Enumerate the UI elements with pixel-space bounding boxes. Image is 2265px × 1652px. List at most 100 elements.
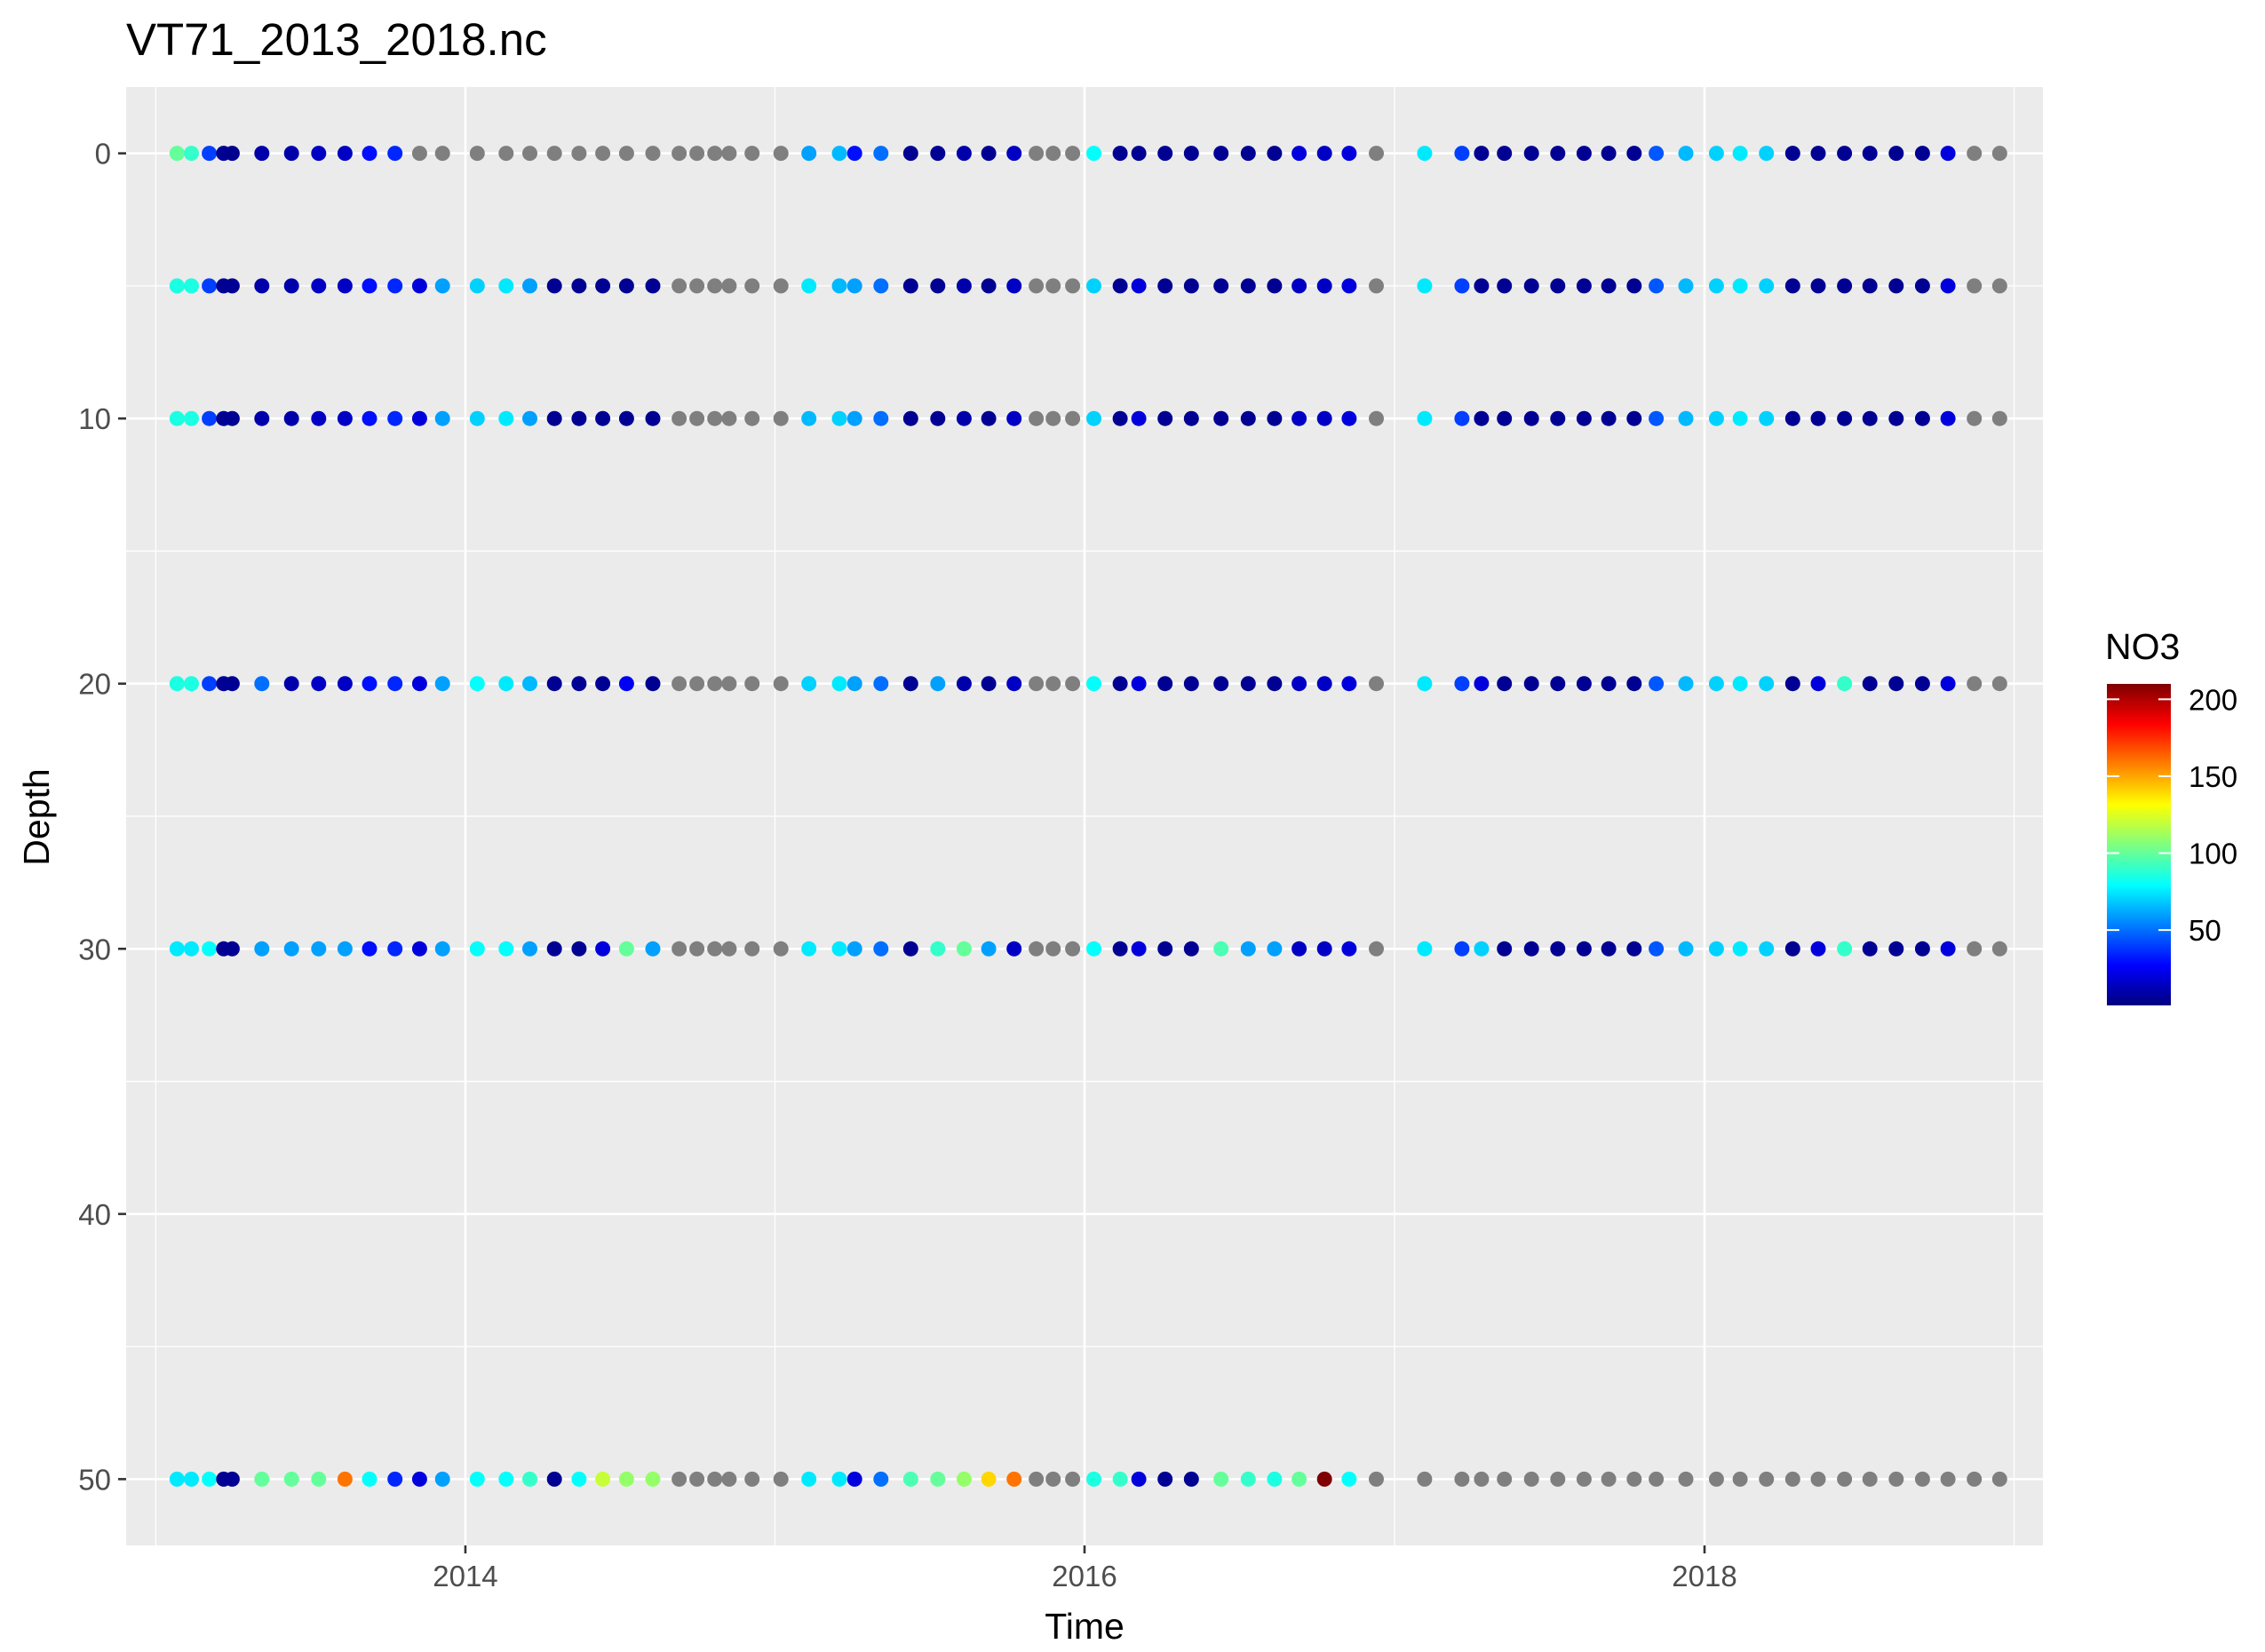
data-point	[1991, 941, 2007, 957]
data-point	[773, 941, 789, 957]
data-point	[1837, 1471, 1853, 1487]
data-point	[1369, 676, 1384, 692]
data-point	[707, 278, 723, 294]
data-point	[930, 278, 946, 294]
data-point	[981, 941, 997, 957]
data-point	[1157, 676, 1173, 692]
data-point	[1006, 146, 1022, 162]
data-point	[362, 146, 378, 162]
data-point	[546, 1471, 562, 1487]
data-point	[1006, 278, 1022, 294]
data-point	[595, 146, 611, 162]
data-point	[744, 278, 760, 294]
data-point	[1045, 676, 1061, 692]
data-point	[1267, 146, 1283, 162]
data-point	[1316, 1471, 1332, 1487]
data-point	[1940, 676, 1956, 692]
data-point	[311, 676, 327, 692]
data-point	[672, 278, 687, 294]
data-point	[1157, 1471, 1173, 1487]
x-tick-label: 2014	[433, 1560, 497, 1592]
data-point	[311, 1471, 327, 1487]
data-point	[707, 941, 723, 957]
data-point	[283, 1471, 299, 1487]
data-point	[672, 941, 687, 957]
data-point	[1991, 146, 2007, 162]
data-point	[1240, 410, 1256, 426]
data-point	[1732, 941, 1748, 957]
data-point	[801, 410, 817, 426]
data-point	[1810, 676, 1826, 692]
data-point	[930, 676, 946, 692]
data-point	[1454, 676, 1470, 692]
data-point	[1267, 676, 1283, 692]
data-point	[801, 278, 817, 294]
data-point	[202, 410, 218, 426]
data-point	[1550, 146, 1566, 162]
data-point	[1708, 278, 1724, 294]
x-axis: 2014 2016 2018	[433, 1545, 1737, 1592]
data-point	[1316, 146, 1332, 162]
data-point	[1708, 941, 1724, 957]
data-point	[1029, 676, 1045, 692]
data-point	[1006, 676, 1022, 692]
data-point	[169, 410, 185, 426]
legend-tick-label: 100	[2189, 838, 2237, 870]
data-point	[362, 410, 378, 426]
data-point	[846, 941, 862, 957]
data-point	[434, 146, 450, 162]
data-point	[721, 146, 737, 162]
data-point	[1341, 410, 1357, 426]
data-point	[387, 278, 403, 294]
data-point	[1417, 410, 1433, 426]
data-point	[1888, 278, 1904, 294]
data-point	[846, 1471, 862, 1487]
data-point	[1967, 146, 1983, 162]
data-point	[1862, 278, 1878, 294]
data-point	[546, 676, 562, 692]
data-point	[254, 278, 270, 294]
data-point	[434, 278, 450, 294]
data-point	[1213, 941, 1229, 957]
data-point	[721, 1471, 737, 1487]
data-point	[1678, 410, 1694, 426]
data-point	[1183, 941, 1199, 957]
y-tick-label: 50	[78, 1463, 111, 1496]
data-point	[1086, 146, 1101, 162]
data-point	[362, 1471, 378, 1487]
data-point	[672, 676, 687, 692]
data-point	[254, 146, 270, 162]
data-point	[981, 676, 997, 692]
data-point	[1267, 410, 1283, 426]
data-point	[283, 676, 299, 692]
data-point	[773, 410, 789, 426]
data-point	[1759, 410, 1775, 426]
data-point	[645, 146, 661, 162]
data-point	[387, 941, 403, 957]
data-point	[595, 941, 611, 957]
data-point	[1914, 278, 1930, 294]
data-point	[1086, 941, 1101, 957]
data-point	[1065, 410, 1081, 426]
data-point	[254, 1471, 270, 1487]
data-point	[1940, 941, 1956, 957]
data-point	[1006, 941, 1022, 957]
data-point	[1240, 146, 1256, 162]
data-point	[571, 941, 587, 957]
data-point	[1112, 410, 1128, 426]
data-point	[1369, 941, 1384, 957]
data-point	[1626, 676, 1642, 692]
data-point	[1708, 146, 1724, 162]
data-point	[1837, 676, 1853, 692]
data-point	[1474, 410, 1490, 426]
data-point	[721, 676, 737, 692]
data-point	[1626, 1471, 1642, 1487]
data-point	[1888, 410, 1904, 426]
data-point	[595, 1471, 611, 1487]
data-point	[1369, 278, 1384, 294]
data-point	[1810, 941, 1826, 957]
data-point	[1862, 941, 1878, 957]
y-axis-title: Depth	[16, 768, 57, 865]
data-point	[873, 146, 889, 162]
data-point	[1454, 941, 1470, 957]
